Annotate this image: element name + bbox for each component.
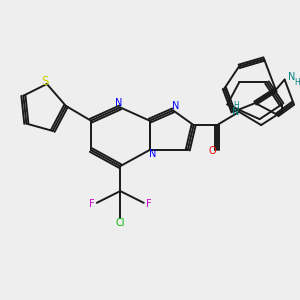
Text: N: N: [149, 149, 157, 159]
Text: N: N: [172, 101, 180, 111]
Text: N: N: [232, 107, 240, 117]
Text: Cl: Cl: [116, 218, 125, 228]
Text: O: O: [208, 146, 216, 157]
Text: S: S: [42, 74, 49, 88]
Text: F: F: [89, 199, 94, 209]
Text: F: F: [146, 199, 152, 209]
Text: N: N: [115, 98, 122, 108]
Text: H: H: [233, 101, 239, 110]
Text: H: H: [294, 78, 300, 87]
Text: N: N: [288, 72, 296, 82]
